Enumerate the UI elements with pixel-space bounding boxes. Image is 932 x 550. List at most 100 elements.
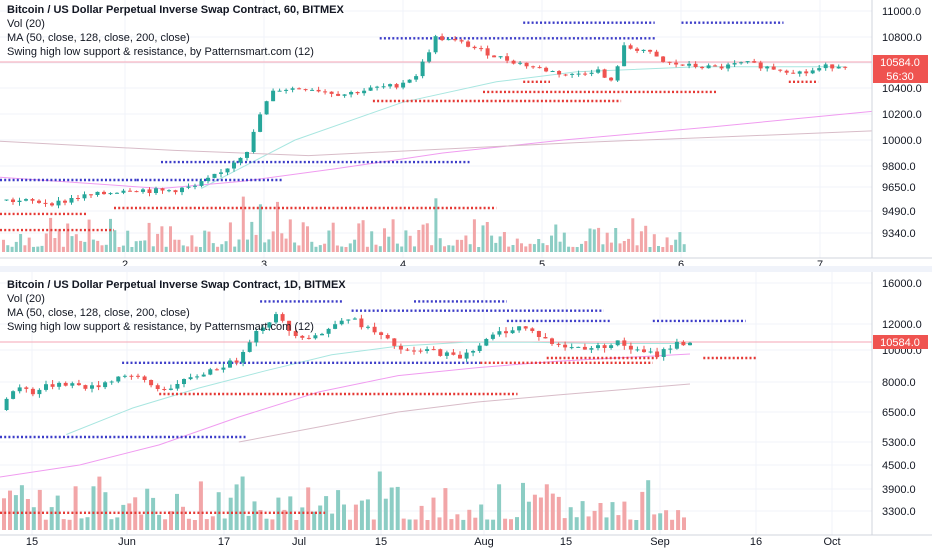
volume-bar xyxy=(306,487,311,530)
candle-body xyxy=(531,66,536,68)
candle-body xyxy=(83,385,88,389)
volume-bar xyxy=(43,519,48,530)
volume-bar xyxy=(682,517,686,530)
volume-bar xyxy=(121,245,125,252)
volume-bar xyxy=(312,511,317,530)
candle-body xyxy=(510,330,515,334)
candle-body xyxy=(134,191,139,193)
volume-bar xyxy=(532,244,536,252)
candle-body xyxy=(260,327,265,331)
candle-body xyxy=(245,152,249,158)
countdown-value: 56:30 xyxy=(886,71,914,83)
volume-bar xyxy=(586,516,591,530)
volume-bar xyxy=(246,239,249,252)
volume-bar xyxy=(143,240,147,252)
candle-body xyxy=(550,71,555,72)
volume-bar xyxy=(449,519,454,530)
volume-bar xyxy=(284,238,288,252)
volume-bar xyxy=(2,239,5,252)
candle-body xyxy=(582,346,587,350)
candle-body xyxy=(615,340,620,346)
pane-separator xyxy=(0,266,932,272)
candle-body xyxy=(524,62,529,67)
volume-bar xyxy=(592,510,597,530)
candle-body xyxy=(674,62,679,65)
candle-body xyxy=(175,384,180,389)
candle-body xyxy=(596,345,600,349)
time-axis-label: Oct xyxy=(823,536,840,548)
candle-body xyxy=(536,331,541,337)
volume-bar xyxy=(425,223,429,252)
volume-bar xyxy=(25,499,30,530)
candle-body xyxy=(583,73,588,75)
volume-bar xyxy=(104,244,108,252)
volume-bar xyxy=(335,245,339,252)
volume-bar xyxy=(485,222,489,252)
volume-bar xyxy=(211,243,215,252)
candle-body xyxy=(368,87,373,91)
volume-bar xyxy=(646,480,651,530)
volume-bar xyxy=(588,228,592,252)
volume-bar xyxy=(157,514,162,530)
volume-bar xyxy=(83,241,87,252)
candle-body xyxy=(346,319,351,321)
hourly-volume-label: Vol (20) xyxy=(7,18,45,30)
candle-body xyxy=(323,91,328,93)
price-axis-label: 4500.0 xyxy=(882,460,916,472)
volume-bar xyxy=(455,514,460,530)
volume-bar xyxy=(139,240,142,252)
candle-body xyxy=(129,375,134,377)
candle-body xyxy=(471,351,476,353)
candle-body xyxy=(108,193,113,195)
volume-bar xyxy=(658,513,663,530)
candle-body xyxy=(82,194,87,199)
volume-bar xyxy=(198,247,202,252)
candle-body xyxy=(232,162,236,169)
candle-body xyxy=(313,335,318,339)
volume-bar xyxy=(113,230,117,252)
candle-body xyxy=(310,89,315,91)
candle-body xyxy=(745,61,750,63)
candle-body xyxy=(576,73,581,75)
candle-body xyxy=(394,84,399,88)
candle-body xyxy=(303,89,308,91)
candle-body xyxy=(30,199,35,201)
candle-body xyxy=(76,383,81,386)
volume-bar xyxy=(186,246,190,252)
volume-bar xyxy=(443,246,446,252)
volume-bar xyxy=(115,517,120,530)
volume-bar xyxy=(628,519,633,530)
candle-body xyxy=(484,339,489,346)
candle-body xyxy=(661,349,666,357)
volume-bar xyxy=(190,235,194,252)
candle-body xyxy=(563,344,568,348)
candle-body xyxy=(797,71,802,74)
volume-bar xyxy=(27,237,31,252)
candle-body xyxy=(765,66,770,69)
candle-body xyxy=(238,157,243,163)
time-axis-label: 15 xyxy=(560,536,572,548)
volume-bar xyxy=(639,231,643,252)
volume-bar xyxy=(413,246,416,252)
volume-bar xyxy=(498,236,502,252)
candle-body xyxy=(329,91,334,94)
candle-body xyxy=(830,64,835,69)
candle-body xyxy=(225,168,230,173)
volume-bar xyxy=(400,246,404,252)
volume-bar xyxy=(669,245,673,252)
candle-body xyxy=(687,63,692,66)
volume-bar xyxy=(216,492,221,530)
volume-bar xyxy=(494,242,498,252)
candle-body xyxy=(641,49,646,51)
volume-bar xyxy=(207,231,211,252)
volume-bar xyxy=(447,245,451,252)
volume-bar xyxy=(554,224,558,252)
volume-bar xyxy=(550,493,555,530)
candle-body xyxy=(667,61,672,63)
candle-body xyxy=(752,61,757,63)
last-price-value: 10584.0 xyxy=(880,57,920,69)
candle-body xyxy=(284,89,289,91)
candle-body xyxy=(11,391,16,399)
volume-bar xyxy=(181,506,185,530)
candle-body xyxy=(168,388,173,390)
